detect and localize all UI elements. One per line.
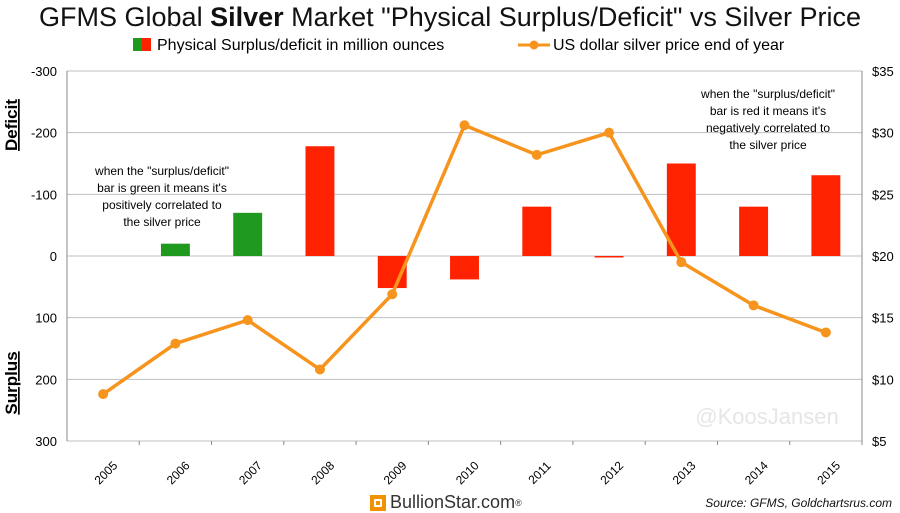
- right-tick-label: $30: [872, 126, 894, 141]
- bar: [160, 243, 190, 256]
- price-point: [98, 389, 109, 400]
- deficit-label: Deficit: [2, 99, 21, 151]
- source-note: Source: GFMS, Goldchartsrus.com: [705, 496, 892, 510]
- green-annotation: when the "surplus/deficit" bar is green …: [94, 164, 229, 229]
- right-tick-label: $25: [872, 187, 894, 202]
- bar: [305, 146, 335, 256]
- x-tick-label: 2013: [670, 458, 699, 487]
- price-point: [604, 127, 615, 138]
- left-tick-label: 0: [50, 249, 57, 264]
- price-point: [242, 315, 253, 326]
- left-axis: -300 -200 -100 0 100 200 300: [31, 64, 57, 449]
- bar: [450, 256, 479, 280]
- x-tick-label: 2009: [381, 458, 410, 487]
- watermark: @KoosJansen: [695, 404, 838, 429]
- x-tick-label: 2014: [742, 458, 771, 487]
- x-tick-label: 2005: [92, 458, 121, 487]
- right-tick-label: $10: [872, 372, 894, 387]
- left-tick-label: 200: [35, 372, 57, 387]
- title-suffix: Market "Physical Surplus/Deficit" vs Sil…: [283, 2, 861, 32]
- red-note-line-2: bar is red it means it's: [710, 104, 826, 118]
- left-tick-label: 100: [35, 311, 57, 326]
- bar: [811, 175, 841, 256]
- bar: [739, 206, 769, 256]
- x-axis: 2005 2006 2007 2008 2009 2010 2011 2012 2013 2014…: [92, 441, 863, 487]
- right-tick-label: $5: [872, 434, 886, 449]
- left-tick-label: 300: [35, 434, 57, 449]
- legend: Physical Surplus/deficit in million ounc…: [133, 37, 785, 54]
- price-point: [170, 338, 181, 349]
- bar: [594, 256, 624, 258]
- bar: [233, 212, 263, 256]
- red-note-line-3: negatively correlated to: [706, 121, 830, 135]
- left-tick-label: -300: [31, 64, 57, 79]
- price-point: [820, 327, 831, 338]
- red-annotation: when the "surplus/deficit" bar is red it…: [700, 87, 835, 152]
- price-point: [459, 120, 470, 131]
- x-tick-label: 2008: [308, 458, 337, 487]
- green-note-line-3: positively correlated to: [102, 198, 222, 212]
- left-tick-label: -200: [31, 126, 57, 141]
- x-tick-label: 2006: [164, 458, 193, 487]
- x-tick-label: 2011: [526, 459, 554, 487]
- green-note-line-4: the silver price: [123, 215, 201, 229]
- bullionstar-logo-icon: [370, 494, 386, 511]
- price-point: [387, 289, 398, 300]
- title-bold: Silver: [210, 2, 284, 32]
- legend-line-marker: [529, 40, 539, 50]
- chart-title: GFMS Global Silver Market "Physical Surp…: [0, 0, 900, 34]
- title-prefix: GFMS Global: [39, 2, 211, 32]
- price-point: [314, 364, 325, 375]
- bar-series: [160, 146, 841, 289]
- right-tick-label: $20: [872, 249, 894, 264]
- x-tick-label: 2007: [236, 458, 265, 487]
- legend-swatch-red: [142, 38, 151, 51]
- price-point: [531, 149, 542, 160]
- footer-logo: BullionStar.com ®: [370, 492, 522, 513]
- x-tick-label: 2015: [814, 458, 843, 487]
- right-axis: $5 $10 $15 $20 $25 $30 $35: [872, 64, 894, 449]
- right-tick-label: $15: [872, 311, 894, 326]
- right-tick-label: $35: [872, 64, 894, 79]
- logo-text: BullionStar.com: [390, 492, 516, 512]
- red-note-line-1: when the "surplus/deficit": [700, 87, 835, 101]
- bar: [666, 163, 696, 256]
- x-tick-label: 2010: [453, 458, 482, 487]
- logo-registered-mark: ®: [515, 497, 522, 508]
- x-tick-label: 2012: [597, 458, 626, 487]
- green-note-line-1: when the "surplus/deficit": [94, 164, 229, 178]
- bar: [522, 206, 552, 256]
- legend-line-label: US dollar silver price end of year: [553, 37, 785, 54]
- red-note-line-4: the silver price: [729, 138, 807, 152]
- line-series: [98, 120, 831, 400]
- surplus-label: Surplus: [2, 351, 21, 414]
- legend-bar-label: Physical Surplus/deficit in million ounc…: [157, 37, 444, 54]
- green-note-line-2: bar is green it means it's: [97, 181, 227, 195]
- legend-swatch-green: [133, 38, 142, 51]
- left-tick-label: -100: [31, 187, 57, 202]
- price-point: [676, 257, 687, 268]
- price-point: [748, 300, 759, 311]
